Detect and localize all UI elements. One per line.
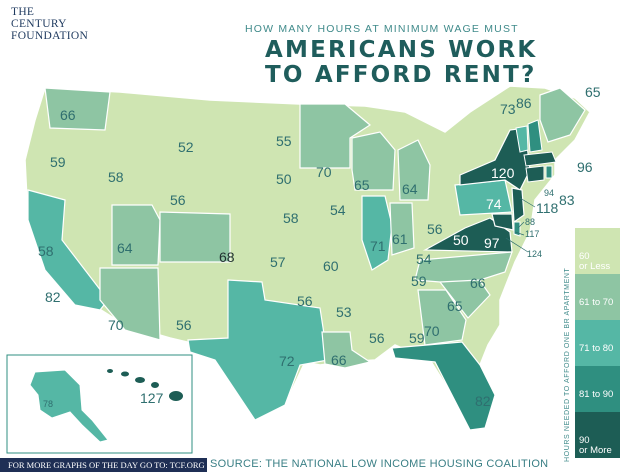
legend-swatch-1: 60 or Less <box>575 228 620 274</box>
label-ia: 54 <box>330 202 346 218</box>
label-az: 70 <box>108 317 124 333</box>
title-line-2: TO AFFORD RENT? <box>265 62 537 88</box>
label-wa: 66 <box>60 107 76 123</box>
label-nh: 86 <box>516 95 532 111</box>
label-ok: 56 <box>297 293 313 309</box>
legend-swatch-2: 61 to 70 <box>575 274 620 320</box>
state-mn <box>299 103 372 169</box>
label-wy: 56 <box>170 192 186 208</box>
label-mi: 64 <box>402 181 418 197</box>
state-me <box>539 87 586 143</box>
label-tn: 59 <box>411 273 427 289</box>
label-in: 61 <box>392 231 408 247</box>
state-tx <box>187 279 329 421</box>
legend-swatch-5: 90 or More <box>575 412 620 458</box>
legend-title: HOURS NEEDED TO AFFORD ONE BR APARTMENT <box>564 267 571 462</box>
label-ma: 96 <box>577 159 593 175</box>
label-tx: 72 <box>279 353 295 369</box>
state-vt <box>515 125 529 153</box>
state-in <box>389 202 415 256</box>
state-ri <box>545 165 553 179</box>
label-hi: 127 <box>140 390 164 406</box>
label-va: 97 <box>484 235 500 251</box>
label-sd: 50 <box>276 171 292 187</box>
state-hi <box>107 369 183 401</box>
label-fl: 82 <box>475 393 491 409</box>
subtitle: HOW MANY HOURS AT MINIMUM WAGE MUST <box>245 23 519 35</box>
state-il <box>361 195 393 271</box>
label-co: 68 <box>219 249 235 265</box>
legend-swatch-3: 71 to 80 <box>575 320 620 366</box>
label-md: 117 <box>525 229 539 239</box>
label-wv: 50 <box>453 232 469 248</box>
label-il: 71 <box>370 238 386 254</box>
label-dc: 124 <box>527 249 542 259</box>
state-la <box>321 331 372 369</box>
state-fl <box>391 341 496 431</box>
label-ca: 82 <box>45 289 61 305</box>
label-or: 59 <box>50 154 66 170</box>
state-ut <box>111 204 161 266</box>
label-ak: 78 <box>43 399 53 409</box>
label-wi: 65 <box>354 177 370 193</box>
label-oh: 56 <box>427 221 443 237</box>
label-mt: 52 <box>178 139 194 155</box>
label-nv: 58 <box>38 243 54 259</box>
title-line-1: AMERICANS WORK <box>265 37 538 63</box>
label-nc: 66 <box>470 275 486 291</box>
state-ca <box>27 189 109 311</box>
label-ms: 56 <box>369 330 385 346</box>
state-ak <box>29 369 109 443</box>
footer-link[interactable]: FOR MORE GRAPHS OF THE DAY GO TO: TCF.OR… <box>0 458 207 472</box>
label-me: 65 <box>585 84 601 100</box>
label-mn: 70 <box>316 164 332 180</box>
logo-line-3: FOUNDATION <box>11 30 89 42</box>
century-foundation-logo: THE CENTURY FOUNDATION <box>11 6 91 42</box>
page-title: AMERICANS WORK TO AFFORD RENT? <box>265 38 565 88</box>
label-pa: 74 <box>486 196 502 212</box>
state-pa <box>454 179 513 216</box>
label-de: 88 <box>525 217 535 227</box>
state-nj <box>511 187 525 224</box>
state-az <box>99 267 161 341</box>
logo-line-2: CENTURY <box>11 18 67 30</box>
label-ne: 58 <box>283 210 299 226</box>
leader-lines <box>505 197 536 253</box>
label-ny: 120 <box>491 165 515 181</box>
label-sc: 65 <box>447 298 463 314</box>
state-co <box>159 211 231 263</box>
state-ma <box>523 151 557 167</box>
state-ct <box>525 165 545 183</box>
state-ga <box>417 289 467 346</box>
label-ri: 83 <box>559 192 575 208</box>
label-la: 66 <box>331 352 347 368</box>
legend-swatch-4: 81 to 90 <box>575 366 620 412</box>
label-id: 58 <box>108 169 124 185</box>
state-md <box>491 213 514 231</box>
label-ut: 64 <box>117 240 133 256</box>
label-mo: 60 <box>323 258 339 274</box>
state-nh <box>527 119 543 153</box>
label-vt: 73 <box>500 101 516 117</box>
source-note: SOURCE: THE NATIONAL LOW INCOME HOUSING … <box>210 458 549 470</box>
label-nd: 55 <box>276 133 292 149</box>
logo-line-1: THE <box>11 6 35 18</box>
label-ga: 70 <box>424 323 440 339</box>
label-nj: 118 <box>536 200 559 216</box>
legend: 60 or Less 61 to 70 71 to 80 81 to 90 90… <box>575 228 620 458</box>
label-ks: 57 <box>270 254 286 270</box>
label-ct: 94 <box>544 188 554 198</box>
label-al: 59 <box>409 330 425 346</box>
state-value-labels: 66 59 82 58 58 52 56 64 70 68 56 55 50 5… <box>38 84 601 409</box>
label-nm: 56 <box>176 317 192 333</box>
state-de <box>513 221 521 237</box>
label-ky: 54 <box>416 251 432 267</box>
state-mi <box>397 139 431 201</box>
alaska-hawaii-inset <box>6 354 193 454</box>
label-ar: 53 <box>336 304 352 320</box>
state-wi <box>351 131 396 191</box>
state-wa <box>44 87 111 131</box>
